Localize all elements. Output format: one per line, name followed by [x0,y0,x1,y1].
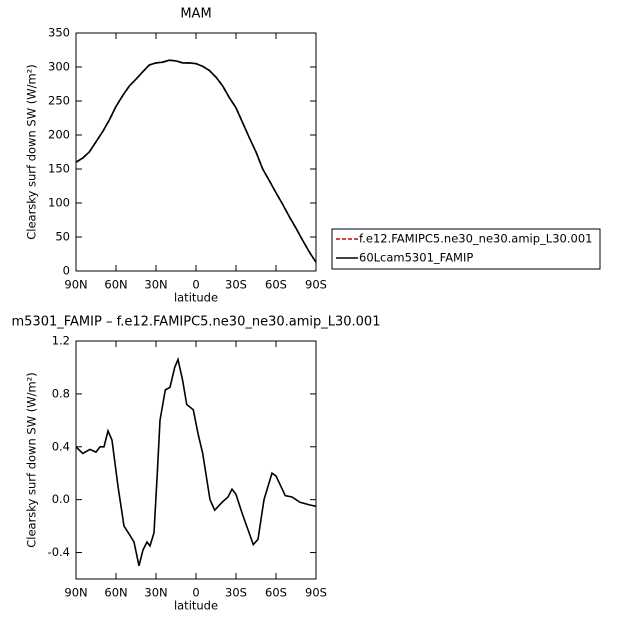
chart-title: m5301_FAMIP – f.e12.FAMIPC5.ne30_ne30.am… [12,315,381,330]
plot-frame [75,32,317,272]
x-tick-label: 60S [265,586,287,600]
x-tick-label: 90S [305,278,327,292]
y-tick-label: 1.2 [52,334,70,348]
y-tick-label: 0.4 [52,439,70,453]
x-tick-label: 0 [192,278,199,292]
x-tick-label: 90S [305,586,327,600]
y-tick-label: 100 [48,196,70,210]
x-tick-label: 90N [64,278,87,292]
x-tick-label: 30N [144,278,167,292]
x-tick-label: 60N [104,586,127,600]
y-tick-label: 300 [48,60,70,74]
y-tick-label: 50 [55,230,70,244]
y-tick-label: 200 [48,128,70,142]
x-axis-label: latitude [174,599,218,613]
series-line [75,59,317,263]
x-tick-label: 60N [104,278,127,292]
y-axis-label: Clearsky surf down SW (W/m²) [25,372,39,548]
x-tick-label: 30S [225,586,247,600]
y-tick-label: 150 [48,162,70,176]
legend-label: f.e12.FAMIPC5.ne30_ne30.amip_L30.001 [359,232,592,246]
y-tick-label: 250 [48,94,70,108]
x-axis-label: latitude [174,291,218,305]
y-tick-label: 0.8 [52,386,70,400]
y-tick-label: -0.4 [48,545,70,559]
y-tick-label: 0 [63,264,70,278]
legend-frame [331,228,601,270]
series-line [75,59,317,263]
chart-title: MAM [180,7,211,22]
legend-label: 60Lcam5301_FAMIP [359,251,473,265]
x-tick-label: 60S [265,278,287,292]
x-tick-label: 0 [192,586,199,600]
x-tick-label: 30S [225,278,247,292]
x-tick-label: 90N [64,586,87,600]
x-tick-label: 30N [144,586,167,600]
plot-frame [75,340,317,580]
y-tick-label: 0.0 [52,492,70,506]
y-tick-label: 350 [48,26,70,40]
y-axis-label: Clearsky surf down SW (W/m²) [25,64,39,240]
series-line [75,356,317,566]
